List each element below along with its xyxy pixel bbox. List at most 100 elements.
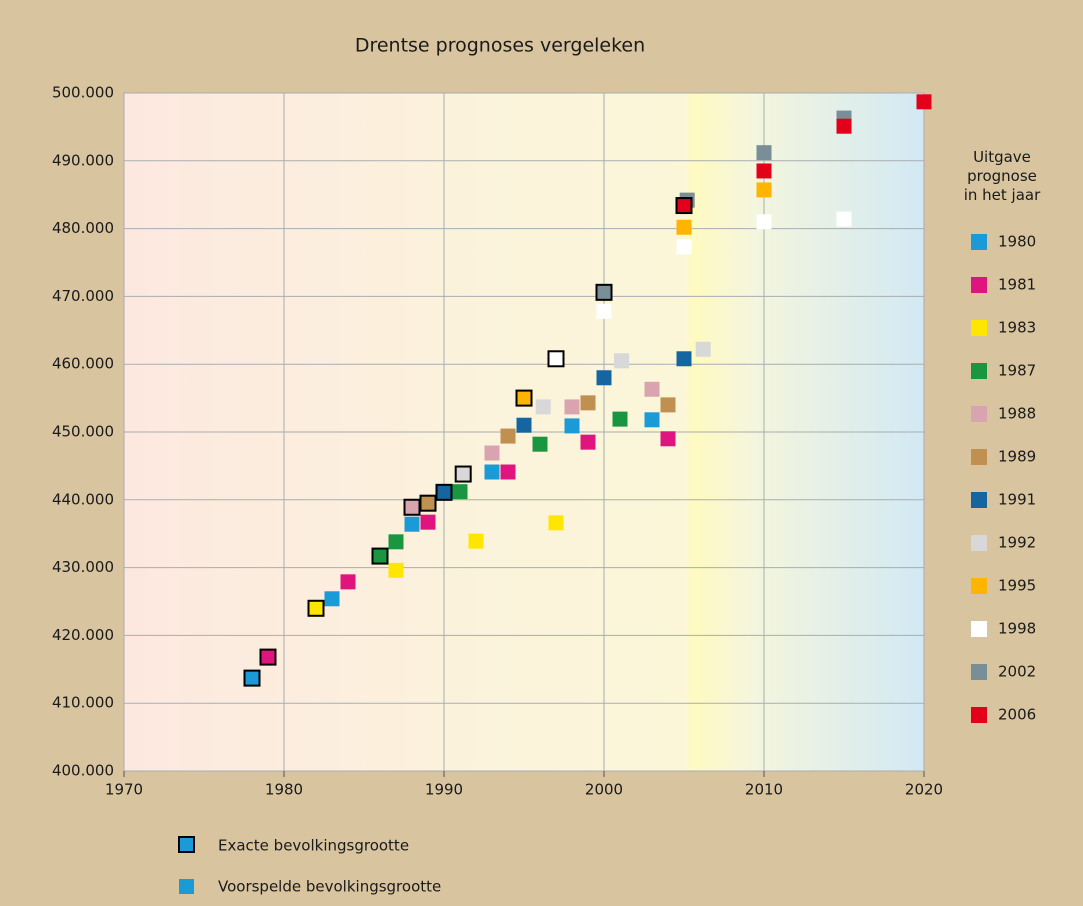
- legend-label: 1987: [998, 362, 1036, 380]
- data-point: [676, 239, 692, 255]
- data-point: [404, 516, 420, 532]
- data-point: [564, 418, 580, 434]
- data-point: [756, 182, 772, 198]
- data-point: [548, 515, 564, 531]
- data-point: [676, 351, 692, 367]
- x-tick-label: 2020: [905, 781, 943, 799]
- legend-swatch: [971, 492, 987, 508]
- legend-title: Uitgave prognose in het jaar: [963, 148, 1041, 204]
- data-point: [420, 514, 436, 530]
- exact-point: [547, 350, 565, 368]
- data-point: [580, 434, 596, 450]
- exact-point: [435, 483, 453, 501]
- exact-point: [259, 648, 277, 666]
- legend-label: 1983: [998, 319, 1036, 337]
- legend-swatch: [971, 406, 987, 422]
- data-point: [596, 370, 612, 386]
- chart-title: Drentse prognoses vergeleken: [355, 35, 645, 57]
- y-tick-label: 400.000: [52, 762, 114, 780]
- legend-label: 1991: [998, 491, 1036, 509]
- legend-label: 2002: [998, 663, 1036, 681]
- data-point: [535, 399, 551, 415]
- data-point: [660, 431, 676, 447]
- data-point: [644, 412, 660, 428]
- legend-swatch: [971, 277, 987, 293]
- data-point: [916, 94, 932, 110]
- legend-swatch: [971, 234, 987, 250]
- legend-swatch: [971, 363, 987, 379]
- data-point: [612, 411, 628, 427]
- data-point: [564, 399, 580, 415]
- data-point: [644, 381, 660, 397]
- exact-point: [454, 465, 472, 483]
- y-tick-label: 480.000: [52, 219, 114, 237]
- data-point: [660, 397, 676, 413]
- legend-swatch: [971, 578, 987, 594]
- data-point: [756, 145, 772, 161]
- data-point: [500, 464, 516, 480]
- data-point: [388, 562, 404, 578]
- y-tick-label: 500.000: [52, 84, 114, 102]
- legend-swatch: [971, 320, 987, 336]
- data-point: [324, 591, 340, 607]
- data-point: [596, 303, 612, 319]
- exact-point: [307, 599, 325, 617]
- data-point: [500, 428, 516, 444]
- exact-point: [403, 498, 421, 516]
- data-point: [580, 395, 596, 411]
- exact-point: [243, 669, 261, 687]
- data-point: [484, 464, 500, 480]
- exact-point: [371, 547, 389, 565]
- x-tick-label: 1990: [425, 781, 463, 799]
- x-tick-label: 2010: [745, 781, 783, 799]
- data-point: [484, 445, 500, 461]
- exact-point: [675, 197, 693, 215]
- x-tick-label: 1980: [265, 781, 303, 799]
- exact-point: [515, 389, 533, 407]
- y-tick-label: 460.000: [52, 355, 114, 373]
- legend-label: 2006: [998, 706, 1036, 724]
- legend-swatch: [971, 449, 987, 465]
- data-point: [836, 211, 852, 227]
- data-point: [468, 533, 484, 549]
- data-point: [532, 436, 548, 452]
- legend-label: 1998: [998, 620, 1036, 638]
- data-point: [836, 118, 852, 134]
- data-point: [452, 484, 468, 500]
- data-point: [676, 219, 692, 235]
- y-tick-label: 420.000: [52, 626, 114, 644]
- legend-label: 1980: [998, 233, 1036, 251]
- legend-swatch: [971, 664, 987, 680]
- legend-label: 1992: [998, 534, 1036, 552]
- legend-swatch: [971, 621, 987, 637]
- legend-swatch: [971, 707, 987, 723]
- predicted-legend-label: Voorspelde bevolkingsgrootte: [218, 878, 441, 896]
- y-tick-label: 410.000: [52, 694, 114, 712]
- y-tick-label: 490.000: [52, 151, 114, 169]
- legend-label: 1981: [998, 276, 1036, 294]
- data-point: [516, 417, 532, 433]
- legend-label: 1989: [998, 448, 1036, 466]
- y-tick-label: 470.000: [52, 287, 114, 305]
- exact-legend-swatch: [178, 836, 195, 853]
- y-tick-label: 450.000: [52, 423, 114, 441]
- data-point: [756, 214, 772, 230]
- legend-label: 1988: [998, 405, 1036, 423]
- exact-legend-label: Exacte bevolkingsgrootte: [218, 837, 409, 855]
- predicted-legend-swatch: [179, 879, 194, 894]
- legend-label: 1995: [998, 577, 1036, 595]
- data-point: [614, 353, 630, 369]
- exact-point: [595, 283, 613, 301]
- data-point: [388, 534, 404, 550]
- data-point: [695, 341, 711, 357]
- exact-point: [419, 494, 437, 512]
- y-tick-label: 440.000: [52, 490, 114, 508]
- legend-swatch: [971, 535, 987, 551]
- x-tick-label: 2000: [585, 781, 623, 799]
- y-tick-label: 430.000: [52, 558, 114, 576]
- x-tick-label: 1970: [105, 781, 143, 799]
- data-point: [756, 163, 772, 179]
- data-point: [340, 574, 356, 590]
